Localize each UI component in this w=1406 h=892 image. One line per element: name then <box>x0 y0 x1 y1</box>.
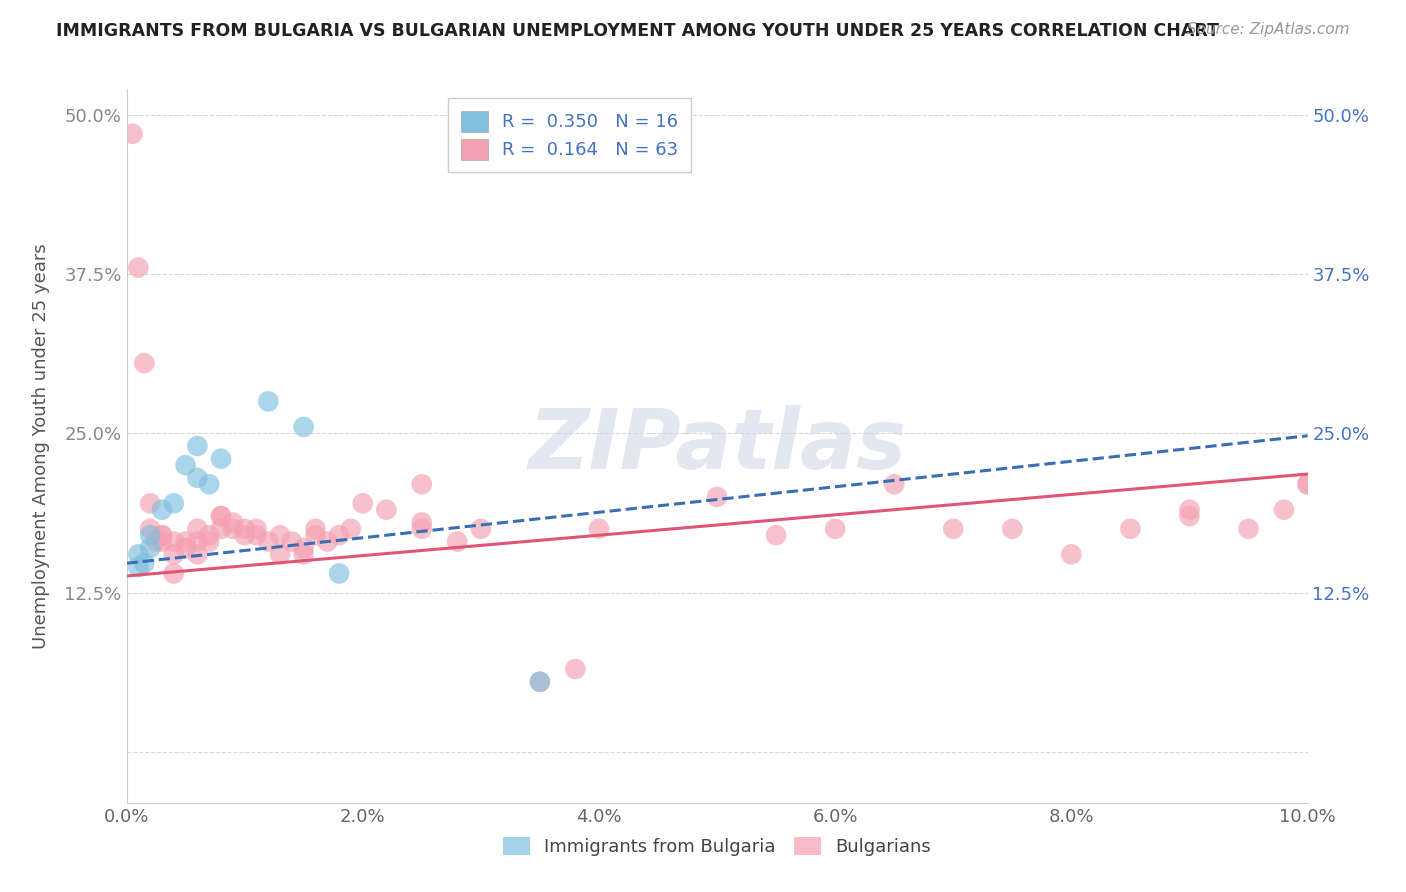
Point <box>222 516 245 530</box>
Point <box>292 541 315 555</box>
Point <box>352 496 374 510</box>
Point <box>765 528 787 542</box>
Point <box>529 674 551 689</box>
Point <box>1296 477 1319 491</box>
Point <box>139 522 162 536</box>
Point <box>233 528 256 542</box>
Point <box>174 541 197 555</box>
Point <box>174 458 197 472</box>
Point <box>292 420 315 434</box>
Point <box>209 509 232 524</box>
Point <box>316 534 339 549</box>
Point <box>163 534 186 549</box>
Point <box>1296 477 1319 491</box>
Point <box>139 528 162 542</box>
Point <box>292 547 315 561</box>
Point <box>269 528 291 542</box>
Point <box>127 547 149 561</box>
Point <box>375 502 398 516</box>
Point <box>529 674 551 689</box>
Point <box>209 522 232 536</box>
Point <box>163 547 186 561</box>
Point <box>245 522 267 536</box>
Point <box>1060 547 1083 561</box>
Point <box>257 534 280 549</box>
Text: ZIPatlas: ZIPatlas <box>529 406 905 486</box>
Point <box>328 566 350 581</box>
Point <box>174 534 197 549</box>
Point <box>942 522 965 536</box>
Point <box>127 260 149 275</box>
Point <box>186 439 208 453</box>
Point <box>186 522 208 536</box>
Legend: Immigrants from Bulgaria, Bulgarians: Immigrants from Bulgaria, Bulgarians <box>494 828 941 865</box>
Point <box>304 528 326 542</box>
Point <box>163 566 186 581</box>
Point <box>588 522 610 536</box>
Point <box>145 534 167 549</box>
Point <box>150 502 173 516</box>
Point <box>134 356 156 370</box>
Point <box>824 522 846 536</box>
Text: Source: ZipAtlas.com: Source: ZipAtlas.com <box>1187 22 1350 37</box>
Point <box>198 528 221 542</box>
Point <box>328 528 350 542</box>
Point <box>198 477 221 491</box>
Point <box>139 541 162 555</box>
Point <box>222 522 245 536</box>
Point <box>198 534 221 549</box>
Point <box>706 490 728 504</box>
Point <box>186 547 208 561</box>
Point <box>233 522 256 536</box>
Point <box>340 522 363 536</box>
Point <box>1272 502 1295 516</box>
Point <box>411 522 433 536</box>
Point <box>1237 522 1260 536</box>
Point <box>1178 502 1201 516</box>
Point <box>134 556 156 570</box>
Point <box>163 496 186 510</box>
Point <box>139 496 162 510</box>
Point <box>470 522 492 536</box>
Point <box>411 516 433 530</box>
Point <box>209 509 232 524</box>
Point <box>121 127 143 141</box>
Point <box>1119 522 1142 536</box>
Point <box>269 547 291 561</box>
Point <box>1178 509 1201 524</box>
Point <box>446 534 468 549</box>
Point <box>209 451 232 466</box>
Point <box>186 534 208 549</box>
Point <box>1001 522 1024 536</box>
Point <box>883 477 905 491</box>
Point <box>564 662 586 676</box>
Y-axis label: Unemployment Among Youth under 25 years: Unemployment Among Youth under 25 years <box>32 244 51 648</box>
Point <box>257 394 280 409</box>
Point <box>150 528 173 542</box>
Point <box>245 528 267 542</box>
Point <box>186 471 208 485</box>
Point <box>127 560 149 574</box>
Point <box>281 534 304 549</box>
Point <box>304 522 326 536</box>
Point <box>411 477 433 491</box>
Point <box>150 534 173 549</box>
Point <box>150 528 173 542</box>
Text: IMMIGRANTS FROM BULGARIA VS BULGARIAN UNEMPLOYMENT AMONG YOUTH UNDER 25 YEARS CO: IMMIGRANTS FROM BULGARIA VS BULGARIAN UN… <box>56 22 1219 40</box>
